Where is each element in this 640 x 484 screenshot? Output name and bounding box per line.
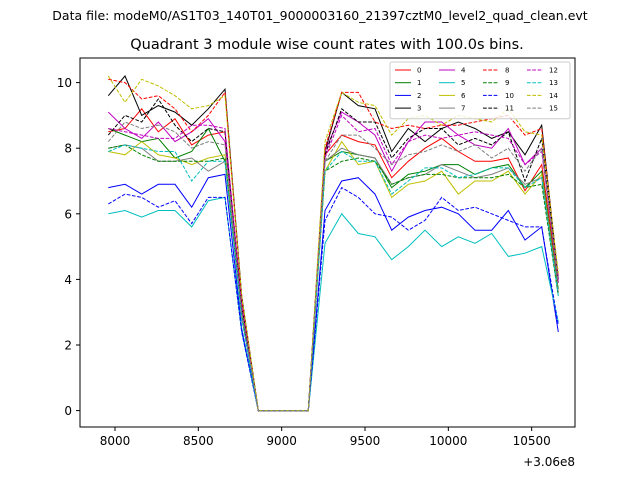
legend-label-15: 15: [549, 105, 558, 113]
series-line-12: [108, 114, 559, 412]
x-tick-label: 8500: [183, 434, 214, 448]
legend-label-3: 3: [417, 105, 421, 113]
series-line-8: [108, 78, 559, 412]
series-line-11: [107, 98, 559, 412]
y-tick-label: 0: [64, 404, 72, 418]
series-line-0: [108, 107, 559, 412]
x-tick-label: 10500: [513, 434, 551, 448]
series-line-13: [108, 144, 559, 412]
legend-label-13: 13: [549, 79, 558, 87]
plot-frame: [79, 57, 576, 428]
legend-label-2: 2: [417, 92, 421, 100]
x-tick-label: 8000: [100, 434, 131, 448]
legend-label-1: 1: [417, 79, 421, 87]
y-tick-label: 6: [64, 207, 72, 221]
legend-label-4: 4: [461, 67, 466, 75]
series-line-15: [107, 121, 559, 412]
legend-label-9: 9: [505, 79, 509, 87]
chart-title: Quadrant 3 module wise count rates with …: [130, 37, 524, 53]
x-tick-label: 10000: [429, 434, 467, 448]
series-line-7: [108, 144, 559, 412]
y-tick-label: 2: [64, 339, 72, 353]
legend-label-6: 6: [461, 92, 466, 100]
legend-label-8: 8: [505, 67, 509, 75]
y-tick-label: 10: [57, 76, 72, 90]
x-tick-label: 9000: [266, 434, 297, 448]
y-tick-label: 4: [64, 273, 72, 287]
series-line-2: [108, 173, 559, 412]
figure-suptitle: Data file: modeM0/AS1T03_140T01_90000031…: [52, 8, 587, 23]
x-axis-offset-label: +3.06e8: [523, 455, 575, 469]
series-line-5: [108, 196, 559, 412]
legend-label-7: 7: [461, 105, 465, 113]
legend-label-14: 14: [549, 92, 558, 100]
series-line-6: [108, 140, 559, 412]
legend-label-5: 5: [461, 79, 465, 87]
legend-box: [389, 61, 571, 120]
legend-label-11: 11: [505, 105, 514, 113]
series-lines: [107, 75, 559, 412]
series-line-14: [107, 75, 559, 412]
legend-label-10: 10: [505, 92, 514, 100]
series-line-9: [108, 144, 559, 412]
legend-label-12: 12: [549, 67, 558, 75]
legend-label-0: 0: [417, 67, 421, 75]
x-tick-label: 9500: [350, 434, 381, 448]
y-tick-label: 8: [64, 142, 72, 156]
series-line-10: [108, 186, 559, 412]
